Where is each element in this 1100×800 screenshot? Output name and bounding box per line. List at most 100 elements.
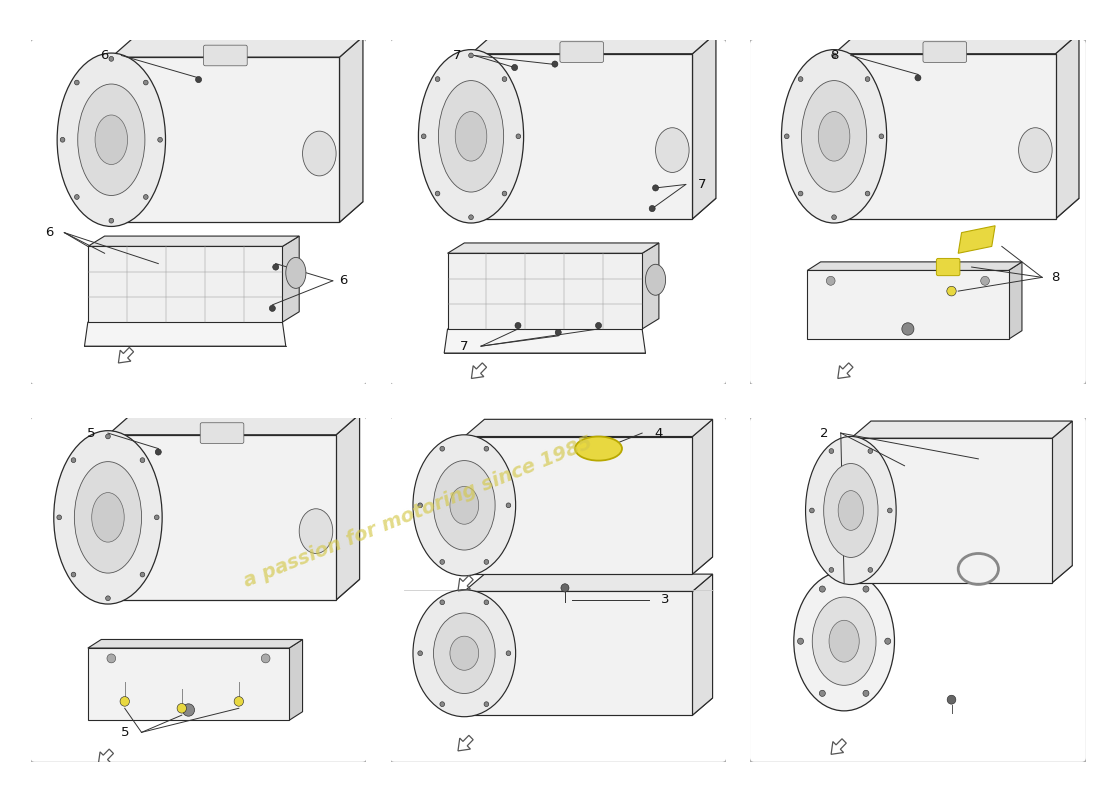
Text: 7: 7 bbox=[460, 340, 469, 353]
Polygon shape bbox=[464, 419, 713, 437]
Circle shape bbox=[72, 572, 76, 577]
Polygon shape bbox=[108, 579, 360, 600]
Circle shape bbox=[820, 586, 825, 592]
Polygon shape bbox=[834, 198, 1079, 219]
Circle shape bbox=[106, 434, 110, 439]
Circle shape bbox=[155, 449, 162, 455]
Text: 5: 5 bbox=[87, 426, 96, 439]
Circle shape bbox=[784, 134, 789, 138]
Polygon shape bbox=[471, 198, 716, 219]
Polygon shape bbox=[958, 226, 996, 254]
Ellipse shape bbox=[412, 590, 516, 717]
Circle shape bbox=[484, 559, 488, 564]
Ellipse shape bbox=[575, 437, 622, 461]
Text: 3: 3 bbox=[661, 594, 670, 606]
Circle shape bbox=[270, 306, 275, 311]
Polygon shape bbox=[289, 639, 302, 720]
Polygon shape bbox=[1009, 262, 1022, 339]
Circle shape bbox=[57, 515, 62, 520]
Circle shape bbox=[799, 191, 803, 196]
Circle shape bbox=[157, 138, 163, 142]
FancyBboxPatch shape bbox=[749, 39, 1087, 385]
Circle shape bbox=[947, 695, 956, 704]
Circle shape bbox=[109, 218, 113, 223]
Circle shape bbox=[143, 194, 148, 199]
Ellipse shape bbox=[794, 571, 894, 711]
Ellipse shape bbox=[412, 435, 516, 576]
Polygon shape bbox=[851, 438, 1053, 582]
FancyBboxPatch shape bbox=[30, 417, 367, 762]
Circle shape bbox=[177, 703, 187, 713]
Polygon shape bbox=[283, 236, 299, 322]
Polygon shape bbox=[642, 243, 659, 329]
Circle shape bbox=[143, 80, 148, 85]
Circle shape bbox=[516, 134, 520, 138]
Ellipse shape bbox=[455, 111, 487, 161]
Text: a passion for motoring since 1985: a passion for motoring since 1985 bbox=[241, 433, 595, 591]
Circle shape bbox=[981, 276, 989, 286]
Polygon shape bbox=[471, 33, 716, 54]
Text: 6: 6 bbox=[100, 49, 109, 62]
FancyBboxPatch shape bbox=[204, 45, 248, 66]
Ellipse shape bbox=[57, 53, 165, 226]
Circle shape bbox=[902, 322, 914, 335]
Circle shape bbox=[60, 138, 65, 142]
Ellipse shape bbox=[656, 128, 689, 173]
Polygon shape bbox=[88, 639, 302, 648]
Circle shape bbox=[832, 53, 836, 58]
Circle shape bbox=[440, 600, 444, 605]
Polygon shape bbox=[111, 202, 363, 222]
Polygon shape bbox=[851, 421, 1072, 438]
Ellipse shape bbox=[78, 84, 145, 195]
Text: 7: 7 bbox=[453, 49, 462, 62]
Ellipse shape bbox=[302, 131, 337, 176]
Polygon shape bbox=[851, 566, 1072, 582]
Polygon shape bbox=[693, 574, 713, 715]
Ellipse shape bbox=[286, 258, 306, 288]
Circle shape bbox=[799, 77, 803, 82]
FancyBboxPatch shape bbox=[749, 417, 1087, 762]
Circle shape bbox=[469, 53, 473, 58]
FancyBboxPatch shape bbox=[200, 422, 244, 443]
Ellipse shape bbox=[433, 613, 495, 694]
Circle shape bbox=[798, 638, 803, 644]
Ellipse shape bbox=[812, 597, 876, 686]
Circle shape bbox=[154, 515, 160, 520]
Circle shape bbox=[196, 77, 201, 82]
Ellipse shape bbox=[805, 437, 896, 585]
Circle shape bbox=[106, 596, 110, 601]
Polygon shape bbox=[108, 435, 337, 600]
Circle shape bbox=[556, 330, 561, 335]
Circle shape bbox=[879, 134, 883, 138]
Ellipse shape bbox=[781, 50, 887, 223]
Circle shape bbox=[72, 458, 76, 462]
Polygon shape bbox=[464, 557, 713, 574]
Circle shape bbox=[469, 215, 473, 220]
Polygon shape bbox=[1056, 33, 1079, 219]
Polygon shape bbox=[807, 262, 1022, 270]
Polygon shape bbox=[693, 419, 713, 574]
Circle shape bbox=[506, 651, 510, 656]
Circle shape bbox=[140, 458, 145, 462]
Bar bbox=[88, 246, 283, 322]
Circle shape bbox=[484, 600, 488, 605]
Circle shape bbox=[436, 191, 440, 196]
Ellipse shape bbox=[802, 81, 867, 192]
Ellipse shape bbox=[95, 115, 128, 165]
Ellipse shape bbox=[646, 264, 666, 295]
Ellipse shape bbox=[829, 620, 859, 662]
Polygon shape bbox=[471, 54, 693, 219]
Polygon shape bbox=[464, 591, 693, 715]
Circle shape bbox=[440, 559, 444, 564]
Circle shape bbox=[418, 651, 422, 656]
Circle shape bbox=[832, 215, 836, 220]
Text: 5: 5 bbox=[121, 726, 129, 739]
Circle shape bbox=[502, 77, 507, 82]
Text: 4: 4 bbox=[654, 426, 663, 439]
Bar bbox=[88, 648, 289, 720]
Polygon shape bbox=[464, 574, 713, 591]
Polygon shape bbox=[693, 33, 716, 219]
Ellipse shape bbox=[450, 636, 478, 670]
FancyBboxPatch shape bbox=[923, 42, 967, 62]
Text: 2: 2 bbox=[820, 426, 828, 439]
